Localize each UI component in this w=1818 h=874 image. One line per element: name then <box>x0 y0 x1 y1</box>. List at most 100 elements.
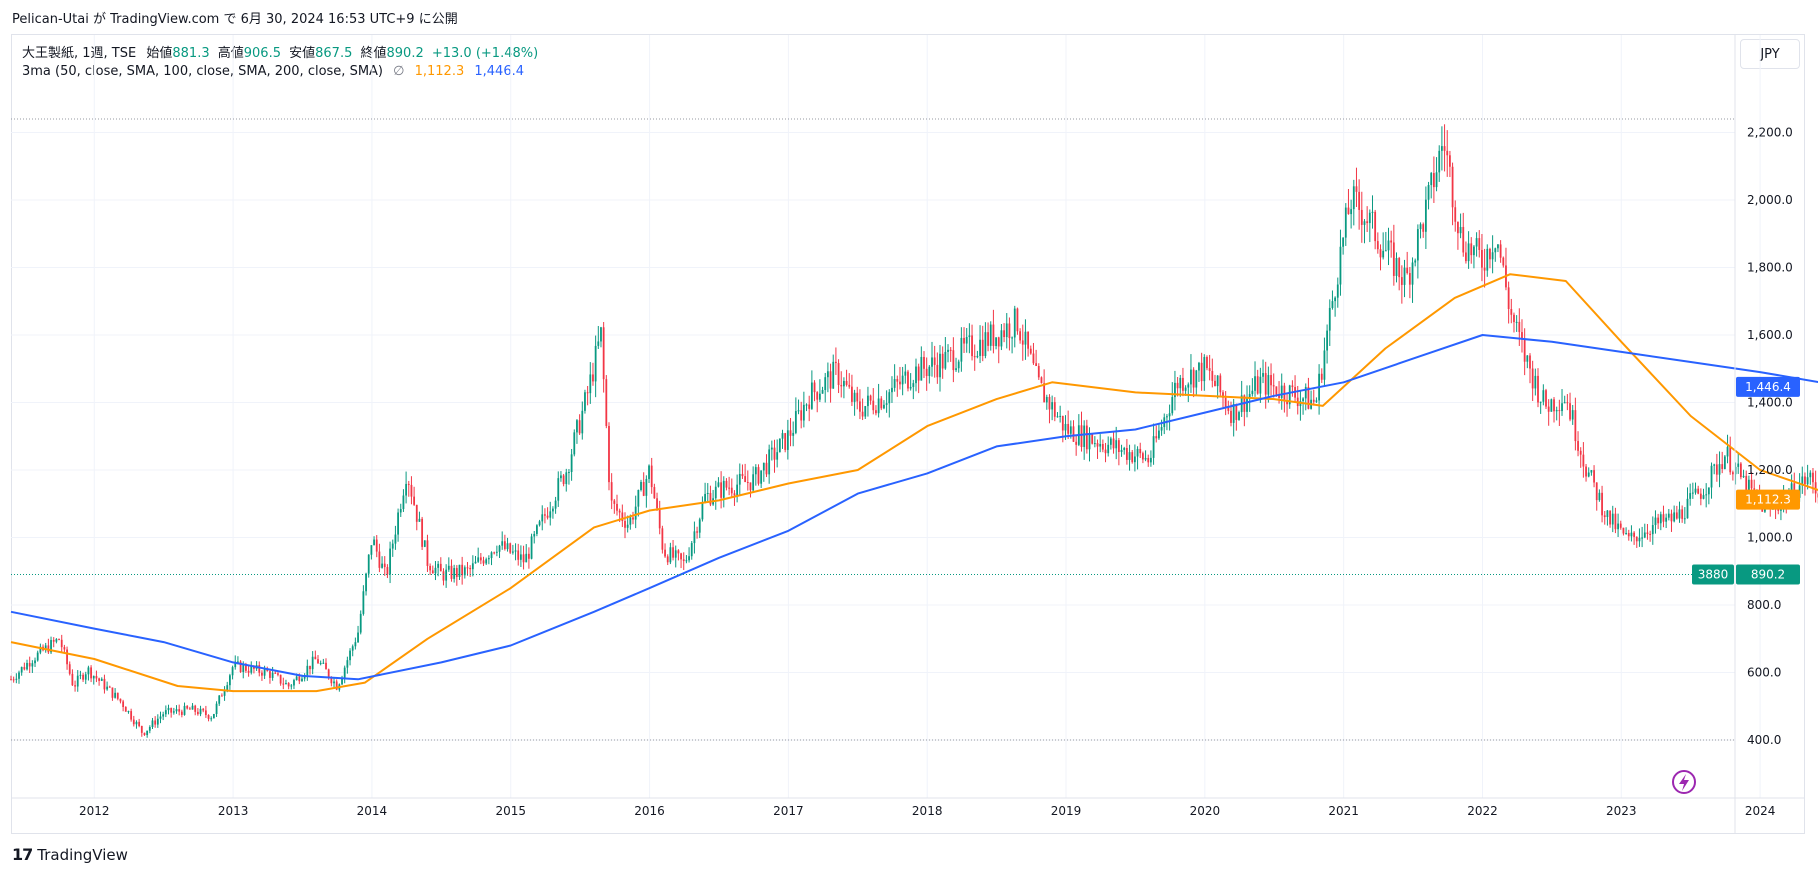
candle-body <box>1510 309 1513 315</box>
candle-body <box>728 487 731 489</box>
candle-body <box>1235 404 1238 420</box>
candle-body <box>514 550 517 552</box>
candle-body <box>765 462 768 475</box>
candle-body <box>1360 209 1363 225</box>
candle-body <box>111 687 114 698</box>
candle-body <box>1555 410 1558 412</box>
candle-body <box>1211 370 1214 381</box>
candle-body <box>762 462 765 471</box>
candle-body <box>196 711 199 715</box>
candle-body <box>939 353 941 378</box>
candle-body <box>1224 397 1227 408</box>
candle-body <box>293 680 295 686</box>
candle-body <box>1139 448 1142 454</box>
candle-body <box>1713 464 1716 466</box>
candle-body <box>944 351 947 369</box>
candle-body <box>923 356 925 369</box>
ma-legend: 3ma (50, close, SMA, 100, close, SMA, 20… <box>22 64 524 79</box>
candle-body <box>439 563 442 572</box>
candle-body <box>226 685 229 691</box>
candle-body <box>533 533 536 537</box>
candle-body <box>1750 479 1753 489</box>
candle-body <box>1537 375 1539 403</box>
candle-body <box>568 472 570 474</box>
candle-body <box>362 591 365 614</box>
candle-body <box>477 557 480 562</box>
candle-body <box>1339 246 1342 285</box>
candle-body <box>810 382 813 409</box>
currency-button[interactable]: JPY <box>1740 39 1800 69</box>
candle-body <box>1574 410 1577 442</box>
candle-body <box>1601 492 1603 516</box>
candle-body <box>1446 150 1449 156</box>
candle-body <box>552 508 554 512</box>
candle-body <box>1390 240 1393 243</box>
candle-body <box>1117 440 1120 453</box>
candle-body <box>1085 425 1088 450</box>
open-value: 881.3 <box>172 46 210 61</box>
candle-body <box>843 380 845 387</box>
candles <box>10 124 1818 738</box>
candle-body <box>415 504 418 522</box>
candle-body <box>1179 377 1182 389</box>
candle-body <box>156 718 159 725</box>
candle-body <box>1715 464 1718 475</box>
candle-body <box>565 472 568 485</box>
candle-body <box>557 478 560 501</box>
candle-body <box>693 531 696 544</box>
candle-body <box>204 710 207 716</box>
symbol-title[interactable]: 大王製紙, 1週, TSE <box>22 46 137 61</box>
candle-body <box>298 676 301 682</box>
candle-body <box>210 718 213 720</box>
candle-body <box>1739 463 1742 478</box>
candle-body <box>1214 380 1216 387</box>
candle-body <box>1109 438 1112 445</box>
candle-body <box>677 550 680 554</box>
candle-body <box>597 341 600 346</box>
candle-body <box>455 568 458 577</box>
candle-body <box>31 663 34 667</box>
candle-body <box>220 695 223 697</box>
candle-body <box>917 366 920 381</box>
candle-body <box>1478 238 1481 251</box>
price-tick-label: 1,400.0 <box>1747 396 1793 410</box>
candle-body <box>167 707 170 711</box>
candle-body <box>629 517 632 525</box>
candle-body <box>84 674 87 680</box>
candle-body <box>1398 258 1401 278</box>
candle-body <box>386 567 389 575</box>
candle-body <box>1344 207 1347 238</box>
candle-body <box>1515 321 1518 323</box>
candle-body <box>1598 492 1601 501</box>
candle-body <box>132 719 135 725</box>
candle-body <box>1166 416 1168 418</box>
candle-body <box>66 649 68 665</box>
chart-panel[interactable] <box>11 34 1805 834</box>
candle-body <box>1577 441 1579 451</box>
candle-body <box>1561 403 1563 412</box>
candle-body <box>1406 267 1409 274</box>
candle-body <box>1521 332 1523 340</box>
candle-body <box>325 662 327 670</box>
candle-body <box>1278 394 1280 398</box>
candle-body <box>474 561 477 564</box>
candle-body <box>808 404 811 409</box>
candle-body <box>519 554 522 560</box>
candle-body <box>429 565 432 571</box>
candle-body <box>1150 457 1152 463</box>
candle-body <box>39 646 42 653</box>
lightning-icon[interactable] <box>1672 770 1696 794</box>
candle-body <box>311 656 314 670</box>
candle-body <box>343 667 346 678</box>
candle-body <box>1502 257 1505 266</box>
footer-brand[interactable]: 17 TradingView <box>12 845 128 864</box>
candle-body <box>859 401 861 412</box>
candle-body <box>1691 492 1694 494</box>
candle-body <box>1206 357 1208 369</box>
ma-legend-label[interactable]: 3ma (50, close, SMA, 100, close, SMA, 20… <box>22 64 383 79</box>
candle-body <box>1013 308 1016 338</box>
high-label: 高値 <box>217 46 244 61</box>
candle-body <box>1072 426 1075 442</box>
candle-body <box>672 547 674 558</box>
